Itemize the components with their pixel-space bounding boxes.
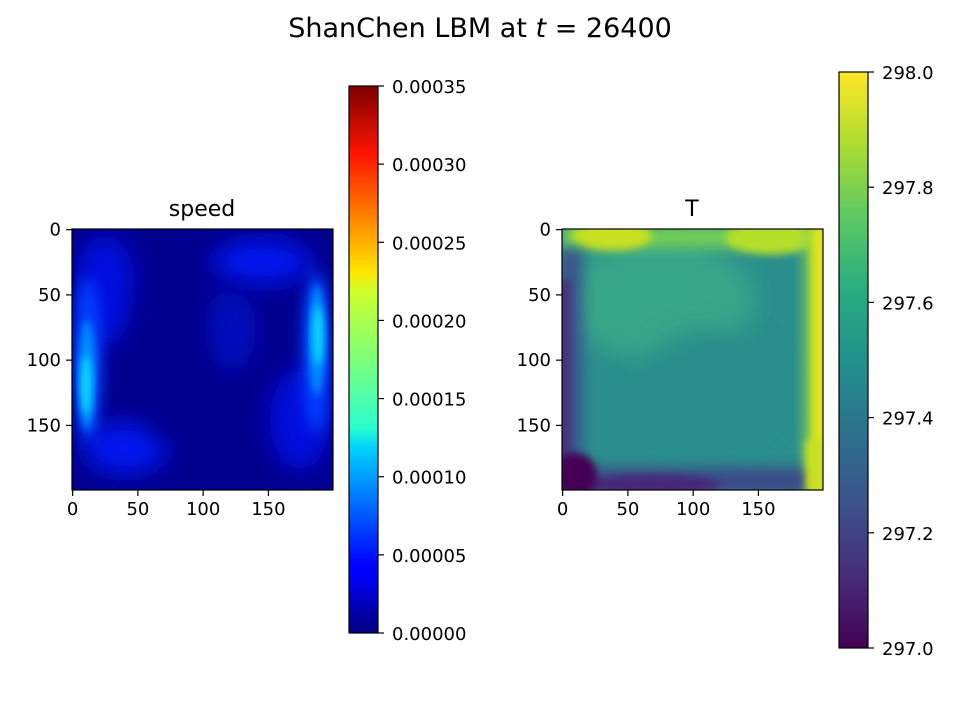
- y-tick-label: 100: [27, 350, 61, 371]
- colorbar-tick-label: 297.6: [882, 293, 934, 314]
- temperature-heatmap: [562, 229, 823, 490]
- colorbar-tick-label: 297.8: [882, 178, 934, 199]
- colorbar-tick-label: 0.00030: [392, 155, 466, 176]
- x-tick-label: 100: [676, 499, 710, 520]
- colorbar-tick-label: 298.0: [882, 63, 934, 84]
- temperature-panel: T 0 50 100 150 0 50 100 150: [517, 63, 934, 660]
- colorbar-tick-label: 297.4: [882, 409, 934, 430]
- speed-x-ticks: 0 50 100 150: [67, 490, 286, 520]
- colorbar-tick-label: 0.00000: [392, 624, 466, 645]
- temperature-colorbar: [839, 72, 868, 648]
- y-tick-label: 150: [27, 415, 61, 436]
- y-tick-label: 0: [50, 220, 61, 241]
- x-tick-label: 50: [126, 499, 149, 520]
- y-tick-label: 50: [528, 285, 551, 306]
- colorbar-tick-label: 0.00010: [392, 468, 466, 489]
- colorbar-tick-label: 0.00025: [392, 233, 466, 254]
- figure-title: ShanChen LBM at t = 26400: [288, 13, 672, 44]
- speed-colorbar-ticks: 0.00000 0.00005 0.00010 0.00015 0.00020 0.000…: [378, 77, 466, 645]
- colorbar-tick-label: 0.00005: [392, 546, 466, 567]
- colorbar-tick-label: 297.2: [882, 524, 934, 545]
- colorbar-tick-label: 0.00015: [392, 390, 466, 411]
- temperature-y-ticks: 0 50 100 150: [517, 220, 562, 436]
- y-tick-label: 150: [517, 415, 551, 436]
- x-tick-label: 150: [741, 499, 775, 520]
- x-tick-label: 0: [67, 499, 78, 520]
- temperature-colorbar-ticks: 297.0 297.2 297.4 297.6 297.8 298.0: [868, 63, 934, 660]
- x-tick-label: 150: [251, 499, 285, 520]
- speed-colorbar: [349, 86, 378, 633]
- x-tick-label: 50: [616, 499, 639, 520]
- y-tick-label: 100: [517, 350, 551, 371]
- speed-heatmap: [72, 229, 333, 490]
- speed-title: speed: [169, 197, 235, 222]
- x-tick-label: 100: [186, 499, 220, 520]
- y-tick-label: 50: [38, 285, 61, 306]
- y-tick-label: 0: [540, 220, 551, 241]
- temperature-x-ticks: 0 50 100 150: [557, 490, 776, 520]
- speed-y-ticks: 0 50 100 150: [27, 220, 72, 436]
- colorbar-tick-label: 0.00035: [392, 77, 466, 98]
- colorbar-tick-label: 0.00020: [392, 311, 466, 332]
- x-tick-label: 0: [557, 499, 568, 520]
- colorbar-tick-label: 297.0: [882, 639, 934, 660]
- temperature-title: T: [684, 197, 699, 222]
